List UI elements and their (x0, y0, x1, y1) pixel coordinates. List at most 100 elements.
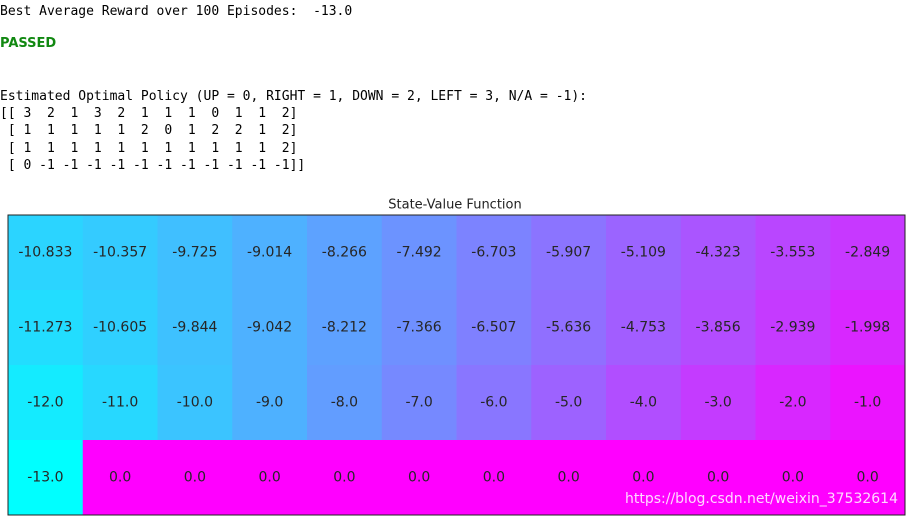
heat-cell (755, 365, 831, 441)
cell-label: -3.553 (770, 245, 815, 261)
cell-label: -2.0 (779, 395, 806, 411)
cell-label: -5.636 (546, 320, 591, 336)
heat-cell (8, 215, 84, 291)
heat-cell (381, 365, 457, 441)
heat-cell (232, 215, 308, 291)
cell-label: 0.0 (782, 470, 804, 486)
cell-label: 0.0 (408, 470, 430, 486)
heat-cell (830, 215, 906, 291)
heat-cell (755, 215, 831, 291)
heat-cell (680, 215, 756, 291)
heat-cell (531, 365, 607, 441)
heat-cell (381, 440, 457, 516)
cell-label: -10.0 (177, 395, 213, 411)
cell-label: 0.0 (109, 470, 131, 486)
status: PASSED (0, 36, 57, 51)
cell-label: 0.0 (184, 470, 206, 486)
heat-cell (157, 215, 233, 291)
heat-cell (456, 440, 532, 516)
cell-label: -8.0 (331, 395, 358, 411)
cell-label: -6.703 (471, 245, 516, 261)
heat-cell (606, 440, 682, 516)
cell-label: -13.0 (27, 470, 63, 486)
cell-label: -4.753 (621, 320, 666, 336)
heat-cell (456, 290, 532, 366)
cell-label: -6.507 (471, 320, 516, 336)
heat-cell (830, 365, 906, 441)
cell-label: -7.492 (397, 245, 442, 261)
heat-cell (680, 440, 756, 516)
heat-cell (232, 365, 308, 441)
cell-label: -5.0 (555, 395, 582, 411)
heat-cell (830, 290, 906, 366)
cell-label: -5.907 (546, 245, 591, 261)
cell-label: -4.323 (696, 245, 741, 261)
heat-cell (381, 290, 457, 366)
heat-cell (307, 215, 383, 291)
heat-cell (606, 215, 682, 291)
cell-label: -2.849 (845, 245, 890, 261)
cell-label: 0.0 (483, 470, 505, 486)
cell-label: 0.0 (333, 470, 355, 486)
heat-cell (606, 290, 682, 366)
policy-title: Estimated Optimal Policy (UP = 0, RIGHT … (0, 89, 587, 104)
policy-line: [ 0 -1 -1 -1 -1 -1 -1 -1 -1 -1 -1 -1]] (0, 157, 306, 173)
cell-label: -5.109 (621, 245, 666, 261)
cell-label: -7.366 (397, 320, 442, 336)
chart-title: State-Value Function (388, 198, 521, 213)
cell-label: -9.014 (247, 245, 292, 261)
cell-label: -9.844 (172, 320, 217, 336)
cell-label: -10.833 (18, 245, 72, 261)
cell-label: 0.0 (856, 470, 878, 486)
reward-line: Best Average Reward over 100 Episodes: -… (0, 4, 353, 19)
heat-cell (157, 290, 233, 366)
cell-label: -8.212 (322, 320, 367, 336)
heat-cell (232, 440, 308, 516)
cell-label: -3.856 (696, 320, 741, 336)
cell-label: -8.266 (322, 245, 367, 261)
policy-line: [ 1 1 1 1 1 2 0 1 2 2 1 2] (0, 123, 298, 139)
cell-label: 0.0 (557, 470, 579, 486)
cell-label: -3.0 (704, 395, 731, 411)
heat-cell (307, 365, 383, 441)
heat-cell (531, 290, 607, 366)
cell-label: 0.0 (632, 470, 654, 486)
cell-label: -10.357 (93, 245, 147, 261)
cell-label: -9.0 (256, 395, 283, 411)
cell-label: -4.0 (630, 395, 657, 411)
heat-cell (531, 440, 607, 516)
cell-label: -10.605 (93, 320, 147, 336)
heat-cell (8, 440, 84, 516)
chart: State-Value Function -10.833 -10.357 -9.72… (7, 198, 906, 516)
cell-label: -6.0 (480, 395, 507, 411)
heat-cell (456, 365, 532, 441)
heat-cell (232, 290, 308, 366)
heat-cell (830, 440, 906, 516)
watermark: https://blog.csdn.net/weixin_37532614 (625, 491, 898, 507)
heat-cell (82, 215, 158, 291)
heat-cell (531, 215, 607, 291)
cell-label: -2.939 (770, 320, 815, 336)
cell-label: -1.0 (854, 395, 881, 411)
heat-cell (456, 215, 532, 291)
heat-cell (680, 365, 756, 441)
cell-label: -11.273 (18, 320, 72, 336)
heat-cell (307, 290, 383, 366)
heat-cell (82, 440, 158, 516)
heat-cell (381, 215, 457, 291)
heat-cell (755, 440, 831, 516)
frame (7, 214, 906, 516)
cell-label: 0.0 (707, 470, 729, 486)
heat-cell (157, 440, 233, 516)
heat-cell (755, 290, 831, 366)
heat-cell (307, 440, 383, 516)
cell-label: 0.0 (258, 470, 280, 486)
heat-cell (8, 290, 84, 366)
heat-cell (8, 365, 84, 441)
policy-line: [[ 3 2 1 3 2 1 1 1 0 1 1 2] (0, 106, 298, 121)
cell-label: -9.725 (172, 245, 217, 261)
cell-label: -9.042 (247, 320, 292, 336)
cell-label: -1.998 (845, 320, 890, 336)
heat-cell (680, 290, 756, 366)
